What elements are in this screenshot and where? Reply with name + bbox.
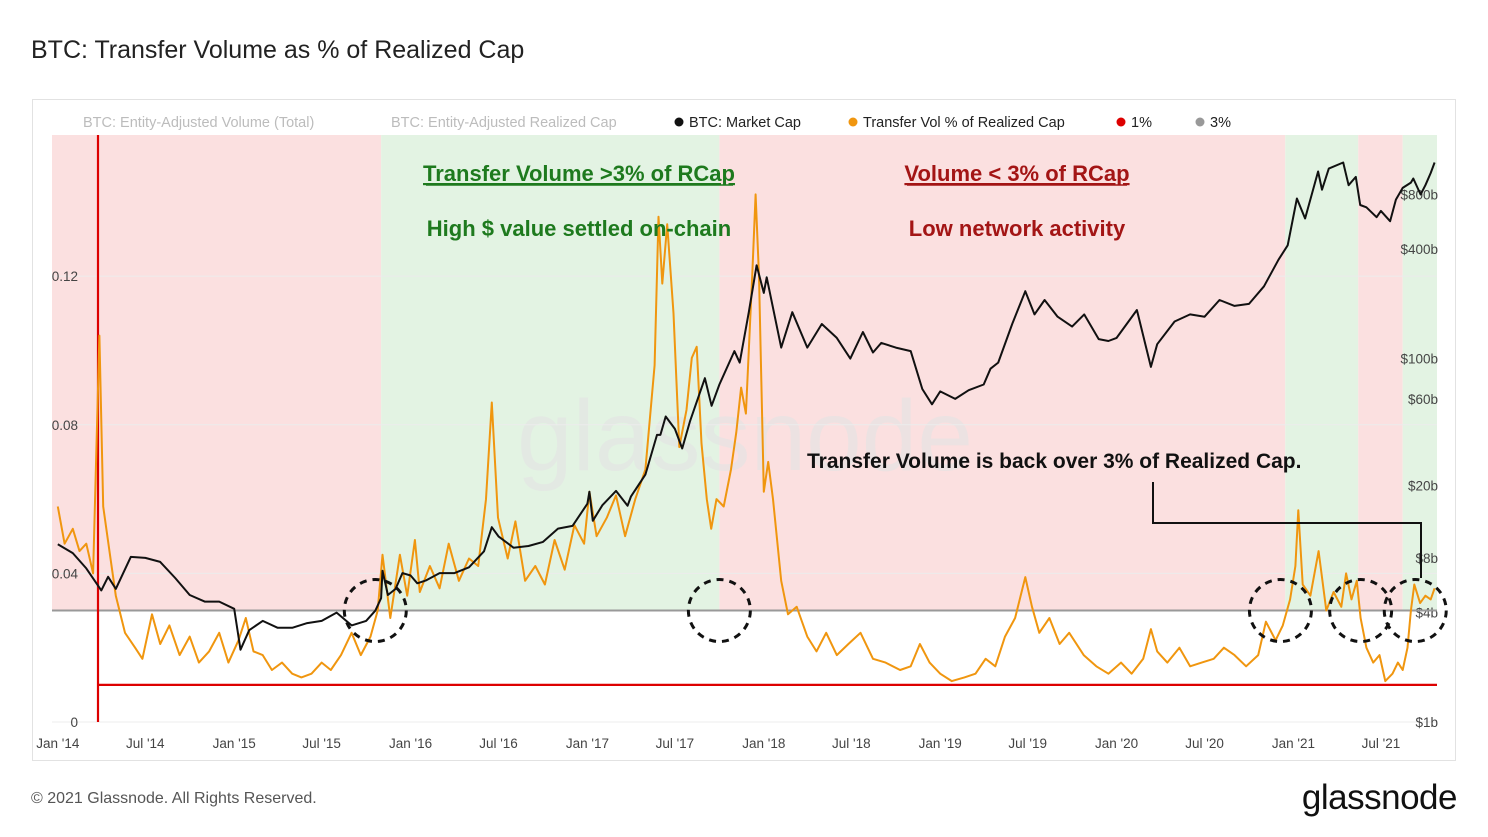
zone-high-1	[381, 135, 720, 611]
x-tick-label: Jul '18	[832, 736, 871, 751]
x-tick-label: Jan '20	[1095, 736, 1138, 751]
legend-label-3: Transfer Vol % of Realized Cap	[863, 115, 1065, 131]
y-axis-left: 0 0.04 0.08 0.12	[52, 269, 1437, 730]
annotation-low-sub: Low network activity	[909, 216, 1126, 241]
y-right-tick-label: $60b	[1408, 392, 1438, 407]
y-right-tick-label: $1b	[1415, 715, 1438, 730]
footer-copyright: © 2021 Glassnode. All Rights Reserved.	[31, 790, 317, 807]
series-market-cap	[57, 161, 1436, 651]
x-tick-label: Jul '15	[302, 736, 341, 751]
legend-label-0: BTC: Entity-Adjusted Volume (Total)	[83, 115, 314, 131]
y-right-tick-label: $20b	[1408, 479, 1438, 494]
x-axis: Jan '14 Jul '14 Jan '15 Jul '15 Jan '16 Jul '…	[36, 736, 1400, 751]
x-tick-label: Jan '18	[742, 736, 785, 751]
y-left-tick-label: 0.08	[52, 418, 78, 433]
annotations: Transfer Volume >3% of RCap High $ value …	[423, 161, 1422, 578]
x-tick-label: Jul '16	[479, 736, 518, 751]
highlight-circle-2	[1247, 578, 1313, 644]
x-tick-label: Jul '20	[1185, 736, 1224, 751]
highlight-circle-3	[1328, 578, 1394, 644]
zone-high-5	[1402, 135, 1437, 611]
zone-low-2	[719, 135, 1286, 611]
x-tick-label: Jan '14	[36, 736, 80, 751]
zone-low-4	[1358, 135, 1403, 611]
zone-backgrounds	[52, 135, 1437, 611]
annotation-low-heading: Volume < 3% of RCap	[904, 161, 1129, 186]
annotation-high-heading: Transfer Volume >3% of RCap	[423, 161, 735, 186]
highlight-circles	[342, 578, 1448, 644]
x-tick-label: Jul '17	[656, 736, 695, 751]
legend-marker-4	[1116, 117, 1126, 127]
x-tick-label: Jul '14	[126, 736, 165, 751]
y-left-tick-label: 0.12	[52, 269, 78, 284]
highlight-circle-0	[342, 578, 408, 644]
zone-low-0	[52, 135, 382, 611]
annotation-high-sub: High $ value settled on-chain	[427, 216, 731, 241]
annotation-connector	[1152, 482, 1422, 578]
y-left-tick-label: 0	[70, 715, 78, 730]
x-tick-label: Jan '21	[1272, 736, 1315, 751]
legend-label-1: BTC: Entity-Adjusted Realized Cap	[391, 115, 617, 131]
glassnode-logo: glassnode	[1301, 778, 1458, 817]
x-tick-label: Jan '17	[566, 736, 609, 751]
legend-label-4: 1%	[1131, 115, 1152, 131]
legend-label-5: 3%	[1210, 115, 1231, 131]
legend-marker-3	[848, 117, 858, 127]
highlight-circle-1	[686, 578, 752, 644]
y-right-tick-label: $4b	[1415, 606, 1438, 621]
y-right-tick-label: $400b	[1400, 242, 1438, 257]
y-right-tick-label: $8b	[1415, 551, 1438, 566]
x-tick-label: Jul '21	[1362, 736, 1401, 751]
y-right-tick-label: $100b	[1400, 352, 1438, 367]
legend-marker-2	[674, 117, 684, 127]
watermark: glassnode	[517, 380, 973, 492]
legend-label-2: BTC: Market Cap	[689, 115, 801, 131]
x-tick-label: Jul '19	[1008, 736, 1047, 751]
legend: BTC: Entity-Adjusted Volume (Total) BTC: …	[83, 115, 1231, 131]
highlight-circle-4	[1382, 578, 1448, 644]
y-left-tick-label: 0.04	[52, 566, 79, 581]
x-tick-label: Jan '15	[213, 736, 256, 751]
chart-title: BTC: Transfer Volume as % of Realized Ca…	[31, 36, 525, 64]
y-right-tick-label: $800b	[1400, 187, 1438, 202]
annotation-note: Transfer Volume is back over 3% of Reali…	[807, 450, 1301, 473]
legend-marker-5	[1195, 117, 1205, 127]
x-tick-label: Jan '19	[919, 736, 962, 751]
chart-frame	[32, 99, 1456, 761]
threshold-lines	[52, 135, 1437, 722]
x-tick-label: Jan '16	[389, 736, 432, 751]
y-axis-right: $1b $4b $8b $20b $60b $100b $400b $800b	[1400, 187, 1438, 730]
